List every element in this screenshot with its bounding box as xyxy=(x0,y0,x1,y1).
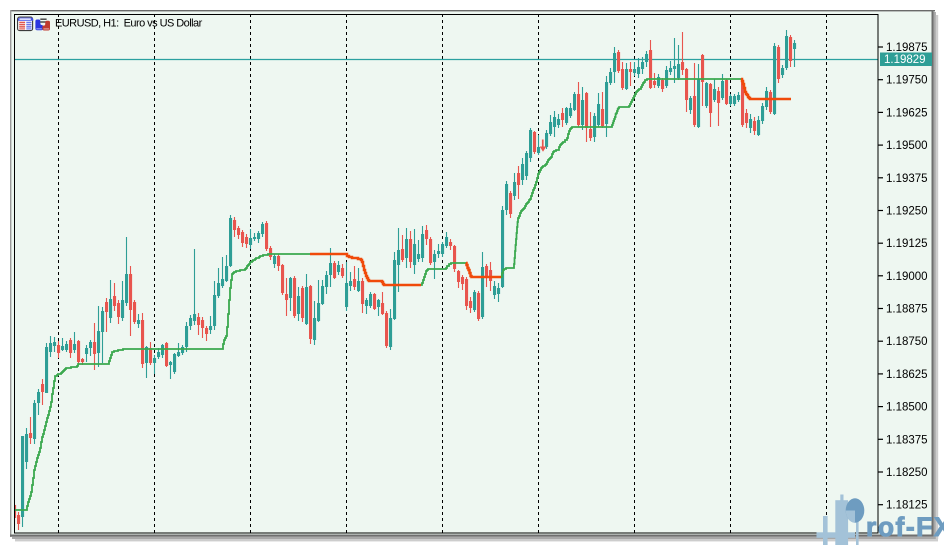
svg-text:rof-FX: rof-FX xyxy=(866,512,944,542)
svg-text:1.18125: 1.18125 xyxy=(886,500,928,512)
svg-text:1.18250: 1.18250 xyxy=(886,467,928,479)
svg-text:1.19829: 1.19829 xyxy=(884,54,926,66)
svg-text:1.18750: 1.18750 xyxy=(886,336,928,348)
svg-text:1.18625: 1.18625 xyxy=(886,369,928,381)
svg-text:1.19875: 1.19875 xyxy=(886,42,928,54)
svg-text:1.19000: 1.19000 xyxy=(886,271,928,283)
svg-text:1.19125: 1.19125 xyxy=(886,238,928,250)
svg-text:1.18500: 1.18500 xyxy=(886,402,928,414)
svg-text:1.19375: 1.19375 xyxy=(886,173,928,185)
svg-text:1.19500: 1.19500 xyxy=(886,140,928,152)
svg-text:1.19250: 1.19250 xyxy=(886,206,928,218)
svg-text:1.19625: 1.19625 xyxy=(886,107,928,119)
svg-text:1.18875: 1.18875 xyxy=(886,304,928,316)
svg-text:1.18375: 1.18375 xyxy=(886,434,928,446)
svg-text:EURUSD, H1: Euro vs US Dollar: EURUSD, H1: Euro vs US Dollar xyxy=(55,18,203,30)
svg-text:1.19750: 1.19750 xyxy=(886,75,928,87)
